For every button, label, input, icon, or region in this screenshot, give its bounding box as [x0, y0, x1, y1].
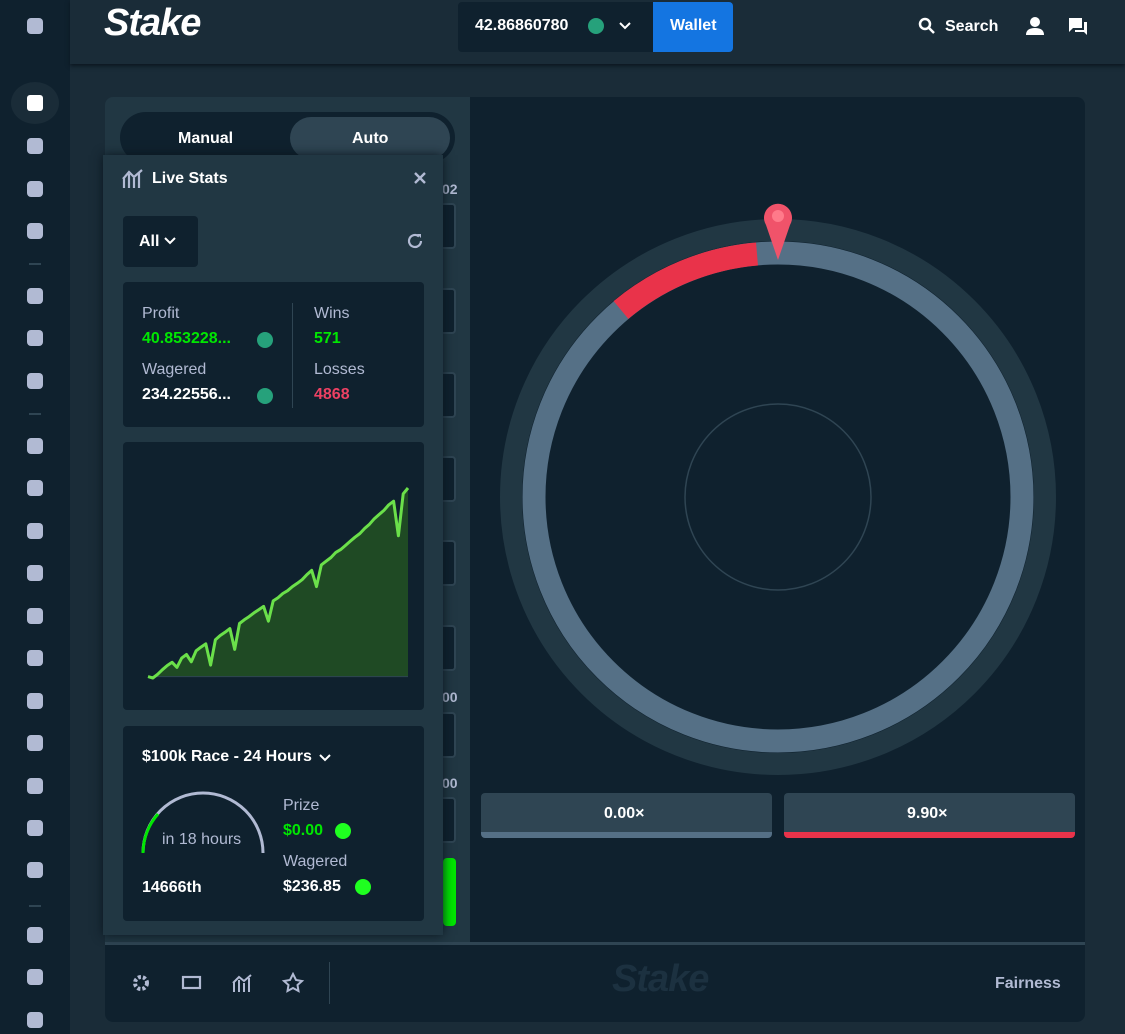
user-icon[interactable] — [1025, 16, 1045, 36]
footer-logo: Stake — [612, 958, 709, 1000]
profit-area — [148, 488, 408, 678]
prize-label: Prize — [283, 797, 320, 814]
nav-icon[interactable] — [27, 778, 43, 794]
fragment: 00 — [442, 689, 458, 705]
fairness[interactable]: Fairness — [995, 975, 1061, 992]
profit-line — [147, 487, 410, 680]
coin-icon — [355, 879, 371, 895]
profit-label: Profit — [142, 305, 180, 322]
race-gauge — [141, 791, 265, 854]
nav-icon[interactable] — [27, 969, 43, 985]
losses-label: Losses — [314, 361, 365, 378]
nav-icon-glyph — [27, 95, 43, 111]
nav-icon[interactable] — [27, 223, 43, 239]
nav-icon[interactable] — [27, 18, 43, 34]
live-stats-title: Live Stats — [152, 170, 228, 187]
wins-label: Wins — [314, 305, 350, 322]
race-rank: 14666th — [142, 879, 202, 896]
divider — [292, 303, 293, 408]
manual-tab[interactable]: Manual — [178, 130, 234, 147]
wallet-button[interactable] — [653, 2, 733, 52]
nav-icon[interactable] — [11, 82, 59, 124]
search-icon — [918, 17, 935, 34]
footer-bar — [105, 942, 1085, 1022]
nav-icon[interactable] — [27, 608, 43, 624]
stats-card — [123, 282, 424, 427]
fragment: 02 — [442, 181, 458, 197]
search[interactable]: Search — [945, 18, 999, 35]
nav-icon[interactable] — [27, 181, 43, 197]
wagered-label: Wagered — [142, 361, 207, 378]
wins: 571 — [314, 330, 341, 347]
stats-icon — [122, 169, 143, 188]
prize: $0.00 — [283, 822, 324, 839]
footer-icons[interactable] — [130, 972, 310, 994]
nav-icon[interactable] — [27, 138, 43, 154]
logo[interactable]: Stake — [104, 2, 201, 44]
nav-icon[interactable] — [27, 693, 43, 709]
nav-divider — [29, 905, 41, 907]
multiplier: 0.00× — [604, 805, 645, 822]
close-icon[interactable] — [413, 171, 427, 185]
balance-box[interactable] — [458, 2, 654, 52]
multiplier-tile — [784, 793, 1075, 838]
auto-label: Auto — [352, 130, 389, 147]
chevron — [619, 22, 631, 30]
fragment: 00 — [442, 775, 458, 791]
filter-label: All — [139, 233, 160, 250]
nav-icon[interactable] — [27, 862, 43, 878]
token-icon — [257, 332, 273, 348]
profit-chart — [147, 487, 410, 680]
filter-dropdown[interactable] — [123, 216, 198, 267]
chevron — [319, 754, 331, 762]
nav-divider — [29, 263, 41, 265]
nav-icon[interactable] — [27, 523, 43, 539]
auto-tab[interactable] — [290, 117, 450, 159]
wheel — [500, 203, 1056, 775]
nav-icon[interactable] — [27, 288, 43, 304]
token-icon — [588, 18, 604, 34]
nav-icon[interactable] — [27, 565, 43, 581]
losses: 4868 — [314, 386, 350, 403]
multiplier-tile — [481, 793, 772, 838]
chevron — [164, 237, 176, 245]
nav-icon[interactable] — [27, 1012, 43, 1028]
race-wagered-label: Wagered — [283, 853, 348, 870]
token-icon — [257, 388, 273, 404]
nav-icon[interactable] — [27, 438, 43, 454]
balance: 42.86860780 — [475, 17, 569, 34]
race-time: in 18 hours — [162, 831, 242, 848]
nav-icon[interactable] — [27, 927, 43, 943]
bet-button-edge[interactable] — [443, 858, 456, 926]
race-wagered: $236.85 — [283, 878, 341, 895]
wallet-label: Wallet — [670, 17, 717, 34]
profit: 40.853228... — [142, 330, 231, 347]
chat-icon[interactable] — [1068, 17, 1088, 37]
race-card — [123, 726, 424, 921]
nav-icon[interactable] — [27, 735, 43, 751]
wagered: 234.22556... — [142, 386, 231, 403]
coin-icon — [335, 823, 351, 839]
divider — [329, 962, 330, 1004]
sidebar — [0, 0, 70, 1034]
multiplier: 9.90× — [907, 805, 948, 822]
race-title[interactable]: $100k Race - 24 Hours — [142, 748, 312, 765]
nav-icon[interactable] — [27, 650, 43, 666]
nav-icon[interactable] — [27, 820, 43, 836]
nav-icon[interactable] — [27, 373, 43, 389]
nav-icon[interactable] — [27, 330, 43, 346]
nav-icon[interactable] — [27, 480, 43, 496]
nav-divider — [29, 413, 41, 415]
refresh-icon[interactable] — [406, 232, 424, 250]
